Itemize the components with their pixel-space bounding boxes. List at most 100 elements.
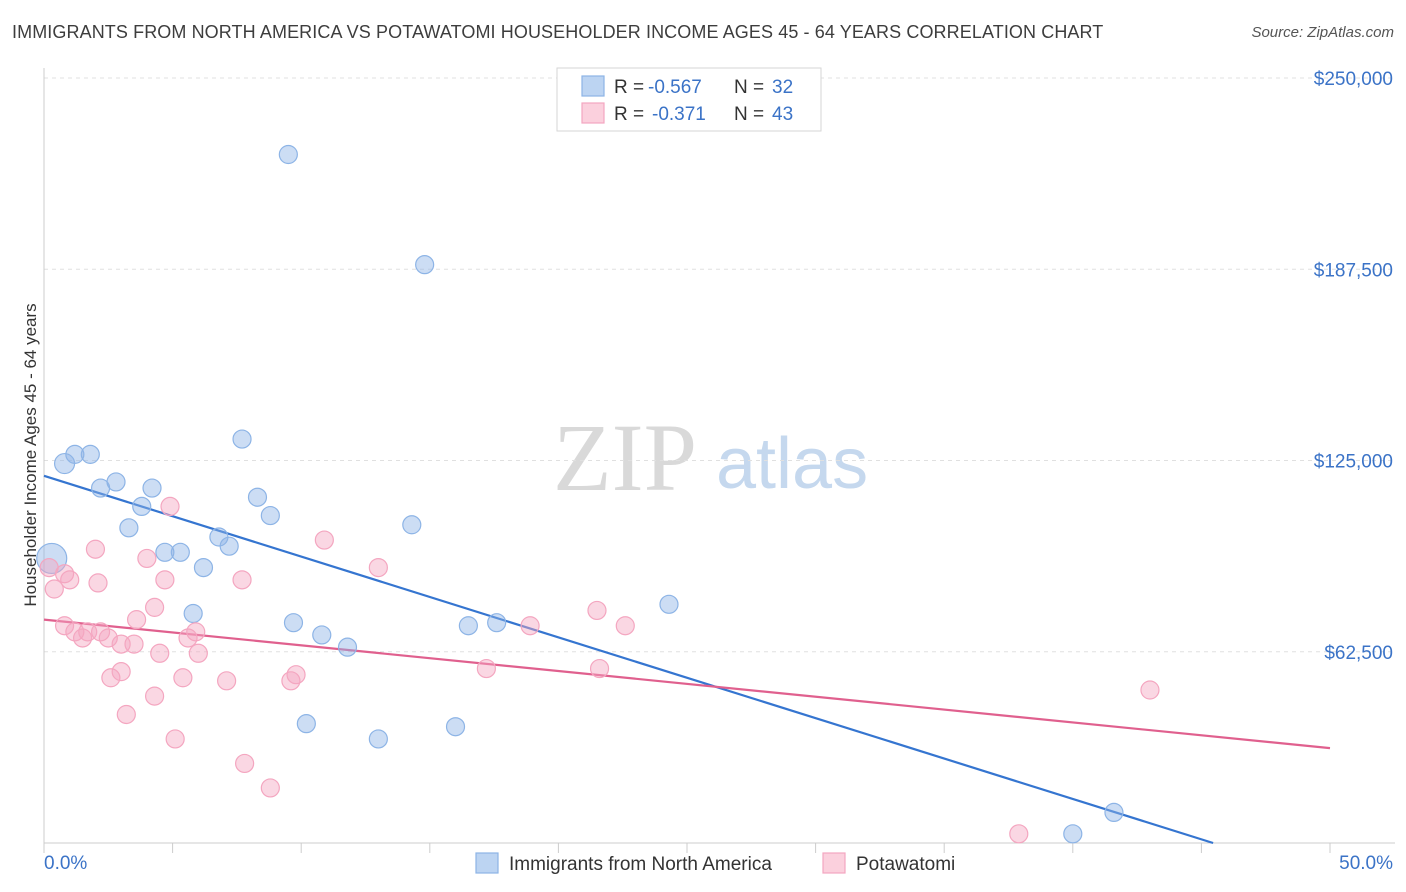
point-potawatomi-31: [235, 753, 255, 774]
y-tick-label-1: $125,000: [1314, 452, 1393, 473]
point-potawatomi-8: [85, 539, 106, 559]
y-tick-labels: $62,500 $125,000 $187,500 $250,000: [1314, 69, 1393, 664]
point-potawatomi-20: [144, 597, 165, 617]
point-potawatomi-41: [615, 616, 635, 636]
chart-title: IMMIGRANTS FROM NORTH AMERICA VS POTAWAT…: [12, 22, 1104, 42]
point-north-america-25: [402, 515, 422, 535]
point-potawatomi-9: [88, 573, 108, 593]
x-tick-label-0: 0.0%: [44, 853, 87, 874]
point-north-america-20: [296, 714, 316, 734]
point-potawatomi-30: [232, 570, 252, 590]
point-north-america-12: [193, 557, 214, 578]
point-potawatomi-23: [160, 496, 180, 516]
point-north-america-6: [119, 518, 139, 538]
trend-line-0: [43, 474, 1214, 845]
point-potawatomi-18: [137, 548, 157, 569]
point-north-america-10: [170, 542, 190, 562]
y-tick-label-2: $187,500: [1314, 260, 1393, 281]
point-north-america-30: [1063, 824, 1083, 844]
x-tick-label-1: 50.0%: [1339, 853, 1393, 874]
point-potawatomi-26: [178, 628, 198, 648]
legend-swatch-blue: [581, 75, 605, 97]
legend-r-label-2: R =: [614, 104, 644, 125]
point-north-america-11: [183, 603, 203, 624]
point-north-america-21: [312, 625, 332, 645]
point-potawatomi-24: [165, 729, 185, 749]
point-potawatomi-28: [188, 643, 208, 663]
point-potawatomi-4: [54, 616, 75, 636]
legend: R = -0.567 N = 32 R = -0.371 N = 43: [556, 67, 822, 132]
legend-n-value-1: 32: [772, 77, 793, 98]
watermark-zip: ZIP: [553, 404, 697, 511]
point-potawatomi-33: [281, 671, 301, 691]
point-potawatomi-6: [72, 628, 93, 648]
legend-n-label-1: N =: [734, 77, 764, 98]
trend-lines: [43, 474, 1331, 845]
point-potawatomi-36: [368, 557, 388, 578]
point-north-america-5: [106, 472, 126, 492]
y-tick-label-0: $62,500: [1324, 643, 1393, 664]
point-north-america-29: [659, 594, 679, 614]
point-potawatomi-40: [589, 658, 610, 679]
point-potawatomi-43: [1140, 680, 1160, 700]
legend-r-value-2: -0.371: [652, 104, 706, 125]
legend-r-value-1: -0.567: [648, 77, 702, 98]
point-potawatomi-15: [116, 704, 136, 725]
point-potawatomi-34: [286, 665, 306, 685]
point-north-america-26: [445, 717, 466, 737]
point-potawatomi-16: [124, 634, 144, 654]
point-north-america-14: [219, 536, 239, 556]
point-north-america-18: [278, 144, 298, 165]
point-north-america-15: [232, 429, 252, 449]
bottom-legend: Immigrants from North America Potawatomi: [475, 852, 955, 875]
point-north-america-22: [337, 637, 358, 657]
point-potawatomi-22: [155, 570, 175, 590]
point-north-america-8: [142, 478, 162, 498]
point-north-america-31: [1104, 802, 1124, 823]
y-axis-label: Householder Income Ages 45 - 64 years: [21, 303, 40, 606]
point-north-america-19: [283, 613, 304, 633]
point-north-america-16: [247, 487, 268, 507]
point-potawatomi-14: [111, 662, 131, 682]
legend-swatch-pink: [581, 102, 605, 124]
point-potawatomi-35: [314, 530, 334, 550]
point-potawatomi-39: [587, 600, 607, 621]
legend-r-label-1: R =: [614, 77, 644, 98]
source-label: Source: ZipAtlas.com: [1251, 24, 1394, 41]
trend-line-1: [43, 618, 1331, 750]
point-potawatomi-12: [101, 668, 121, 688]
point-potawatomi-37: [476, 658, 496, 679]
point-north-america-28: [487, 613, 507, 633]
point-potawatomi-10: [90, 622, 111, 642]
point-potawatomi-19: [144, 686, 165, 706]
point-potawatomi-2: [54, 564, 75, 584]
point-potawatomi-21: [150, 643, 170, 663]
legend-n-value-2: 43: [772, 104, 793, 125]
point-north-america-3: [80, 444, 100, 464]
point-potawatomi-27: [186, 622, 206, 642]
bottom-legend-label-2: Potawatomi: [856, 854, 955, 875]
bottom-legend-label-1: Immigrants from North America: [509, 854, 772, 875]
watermark-atlas: atlas: [716, 424, 868, 504]
legend-n-label-2: N =: [734, 104, 764, 125]
x-tick-labels: 0.0% 50.0%: [44, 853, 1393, 874]
bottom-legend-swatch-blue: [475, 852, 499, 874]
point-north-america-17: [260, 505, 280, 526]
bottom-legend-swatch-pink: [822, 852, 846, 874]
point-potawatomi-3: [60, 570, 80, 590]
point-potawatomi-25: [173, 668, 193, 688]
point-north-america-2: [65, 444, 85, 464]
point-potawatomi-38: [520, 616, 540, 636]
point-north-america-23: [368, 729, 388, 749]
point-potawatomi-29: [217, 671, 237, 691]
point-potawatomi-42: [1009, 824, 1029, 844]
point-potawatomi-17: [126, 610, 147, 630]
point-north-america-7: [132, 496, 152, 516]
point-potawatomi-1: [44, 579, 64, 599]
point-north-america-24: [415, 255, 435, 275]
y-tick-label-3: $250,000: [1314, 69, 1393, 90]
grid-lines: [44, 77, 1395, 653]
axes: [43, 68, 1395, 853]
point-north-america-27: [458, 616, 478, 636]
